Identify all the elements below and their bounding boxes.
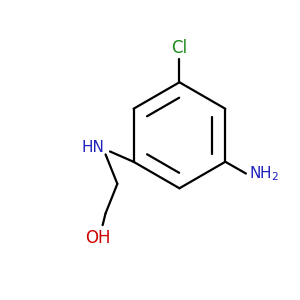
Text: OH: OH	[85, 230, 111, 247]
Text: HN: HN	[81, 140, 104, 154]
Text: Cl: Cl	[171, 39, 188, 57]
Text: NH$_2$: NH$_2$	[249, 164, 279, 183]
